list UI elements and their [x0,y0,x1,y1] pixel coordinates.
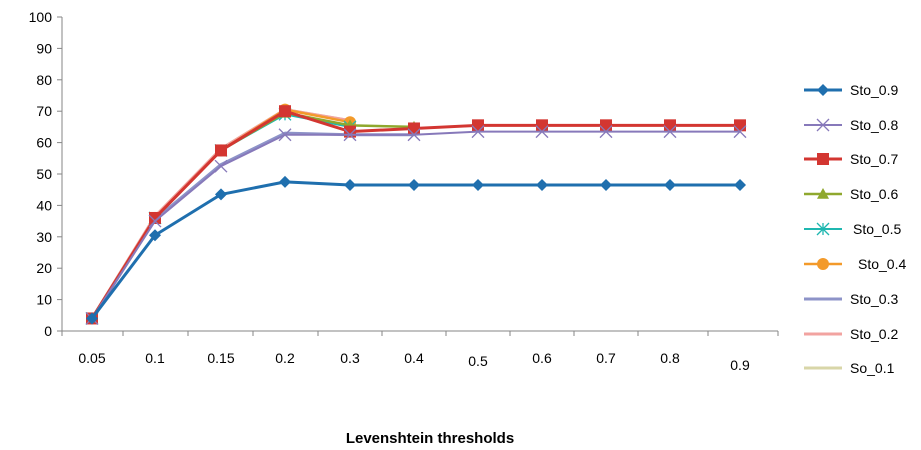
legend-item-Sto_0.7: Sto_0.7 [804,151,898,167]
series-line [90,108,351,320]
series-Sto_0.2 [90,108,351,320]
marker-diamond [279,175,291,188]
series-Sto_0.9 [86,175,746,325]
legend-item-Sto_0.9: Sto_0.9 [804,82,898,98]
legend-label: Sto_0.5 [853,221,901,237]
marker-diamond [472,178,484,191]
marker-x [733,125,747,139]
marker-x [663,125,677,139]
marker-x [535,125,549,139]
y-tick-label: 10 [36,292,52,308]
marker-x [148,214,162,228]
series-So_0.1 [90,108,351,320]
series-line [90,111,415,320]
y-tick-label: 60 [36,135,52,151]
marker-diamond [600,178,612,191]
marker-square [536,119,548,132]
marker-diamond [664,178,676,191]
x-tick-label: 0.6 [532,350,552,366]
series-layer [85,103,747,325]
x-tick-label: 0.3 [340,350,360,366]
marker-x [599,125,613,139]
marker-square [279,105,291,118]
marker-square [215,144,227,157]
y-tick-label: 50 [36,166,52,182]
marker-diamond [408,178,420,191]
series-line [90,131,414,320]
marker-square [344,125,356,138]
marker-x [471,125,485,139]
x-tick-label: 0.2 [275,350,295,366]
series-Sto_0.7 [86,105,746,325]
x-tick-label: 0.15 [207,350,234,366]
x-axis-title: Levenshtein thresholds [346,430,514,447]
legend-label: Sto_0.3 [850,291,898,307]
x-tick-label: 0.9 [730,357,750,373]
marker-square [600,119,612,132]
y-tick-label: 30 [36,229,52,245]
series-line [90,108,351,320]
axes: 0 10 20 30 40 50 60 70 80 90 100 0.05 0.1 0.15 0.2 0.3 0… [29,9,779,373]
legend-item-Sto_0.8: Sto_0.8 [804,117,898,133]
y-tick-label: 80 [36,72,52,88]
series-line [91,130,740,319]
marker-x [816,118,830,132]
marker-square [817,153,829,165]
y-tick-label: 0 [44,323,52,339]
marker-x [278,128,292,142]
legend-item-So_0.1: So_0.1 [804,360,895,376]
y-tick-label: 70 [36,103,52,119]
legend-item-Sto_0.5: Sto_0.5 [804,221,901,237]
series-line [90,180,740,320]
marker-square [149,211,161,224]
marker-square [408,122,420,135]
series-Sto_0.6 [86,106,420,324]
x-tick-label: 0.1 [145,350,165,366]
series-Sto_0.8 [85,125,747,325]
x-tick-label: 0.4 [404,350,424,366]
marker-diamond [536,178,548,191]
legend-label: Sto_0.8 [850,117,898,133]
x-tick-label: 0.7 [596,350,616,366]
x-tick-label: 0.8 [660,350,680,366]
marker-x [343,128,357,142]
legend-label: Sto_0.6 [850,186,898,202]
marker-x [214,159,228,173]
y-tick-label: 20 [36,260,52,276]
legend-label: Sto_0.9 [850,82,898,98]
y-tick-label: 90 [36,40,52,56]
series-Sto_0.5 [85,107,357,325]
marker-diamond [86,312,98,325]
legend-label: Sto_0.2 [850,326,898,342]
marker-diamond [734,178,746,191]
marker-star [816,222,830,236]
legend: Sto_0.9 Sto_0.8 Sto_0.7 Sto_0.6 Sto_0.5 Sto_0… [804,82,906,376]
legend-label: Sto_0.7 [850,151,898,167]
legend-label: Sto_0.4 [858,256,906,272]
legend-item-Sto_0.3: Sto_0.3 [804,291,898,307]
marker-diamond [149,229,161,242]
legend-label: So_0.1 [850,360,895,376]
marker-square [664,119,676,132]
legend-item-Sto_0.6: Sto_0.6 [804,186,898,202]
marker-diamond [344,178,356,191]
series-line [90,108,351,320]
marker-diamond [215,188,227,201]
legend-item-Sto_0.2: Sto_0.2 [804,326,898,342]
x-tick-label: 0.05 [78,350,105,366]
marker-square [734,119,746,132]
legend-item-Sto_0.4: Sto_0.4 [804,256,906,272]
series-Sto_0.4 [86,103,356,325]
series-Sto_0.3 [90,131,414,320]
marker-circle [817,258,829,270]
x-tick-label: 0.5 [468,353,488,369]
marker-diamond [817,84,829,96]
y-tick-label: 40 [36,197,52,213]
y-tick-label: 100 [29,9,53,25]
marker-x [407,128,421,142]
marker-triangle [817,188,829,199]
marker-square [472,119,484,132]
